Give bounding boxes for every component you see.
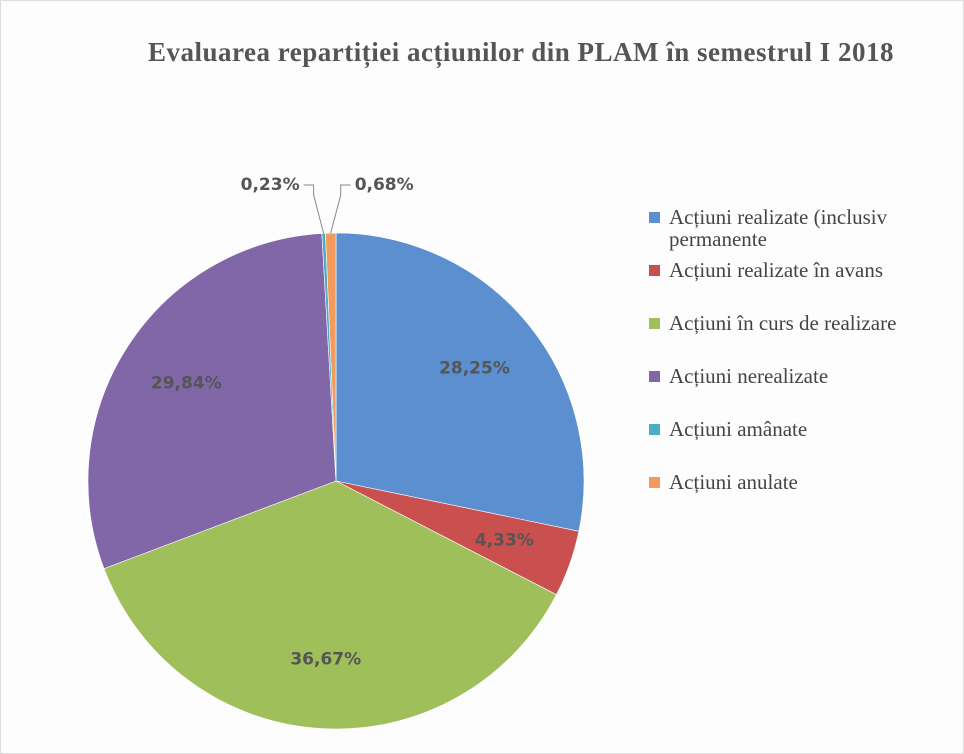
pie-slice bbox=[103, 480, 557, 730]
pie-slice bbox=[87, 233, 337, 570]
data-label: 28,25% bbox=[439, 358, 510, 378]
legend-swatch bbox=[649, 318, 660, 329]
legend-label: Acțiuni nerealizate bbox=[669, 364, 829, 388]
legend-label: Acțiuni în curs de realizare bbox=[669, 311, 897, 335]
leader-line bbox=[330, 184, 351, 234]
legend-item: Acțiuni realizate în avans bbox=[649, 259, 959, 312]
legend-item: Acțiuni nerealizate bbox=[649, 365, 959, 418]
legend-item: Acțiuni anulate bbox=[649, 471, 959, 524]
legend-label: Acțiuni anulate bbox=[669, 470, 798, 494]
pie-slice bbox=[335, 232, 585, 532]
legend-label: Acțiuni realizate (inclusiv permanente bbox=[669, 205, 888, 251]
legend-swatch bbox=[649, 265, 660, 276]
legend-swatch bbox=[649, 477, 660, 488]
legend: Acțiuni realizate (inclusiv permanente Ac… bbox=[649, 206, 959, 524]
legend-label: Acțiuni amânate bbox=[669, 417, 808, 441]
data-label: 36,67% bbox=[290, 649, 361, 669]
legend-item: Acțiuni realizate (inclusiv permanente bbox=[649, 206, 959, 259]
legend-item: Acțiuni amânate bbox=[649, 418, 959, 471]
data-label: 0,23% bbox=[241, 175, 300, 195]
legend-item: Acțiuni în curs de realizare bbox=[649, 312, 959, 365]
data-label: 29,84% bbox=[151, 374, 222, 394]
legend-swatch bbox=[649, 371, 660, 382]
legend-swatch bbox=[649, 212, 660, 223]
legend-swatch bbox=[649, 424, 660, 435]
data-label: 4,33% bbox=[475, 531, 534, 551]
legend-label: Acțiuni realizate în avans bbox=[669, 258, 883, 282]
leader-line bbox=[303, 184, 325, 234]
pie-area: 28,25% 4,33% 36,67% 29,84% 0,23% 0,68% bbox=[87, 175, 585, 730]
chart-title: Evaluarea repartiției acțiunilor din PLA… bbox=[148, 37, 894, 67]
data-label: 0,68% bbox=[355, 175, 414, 195]
